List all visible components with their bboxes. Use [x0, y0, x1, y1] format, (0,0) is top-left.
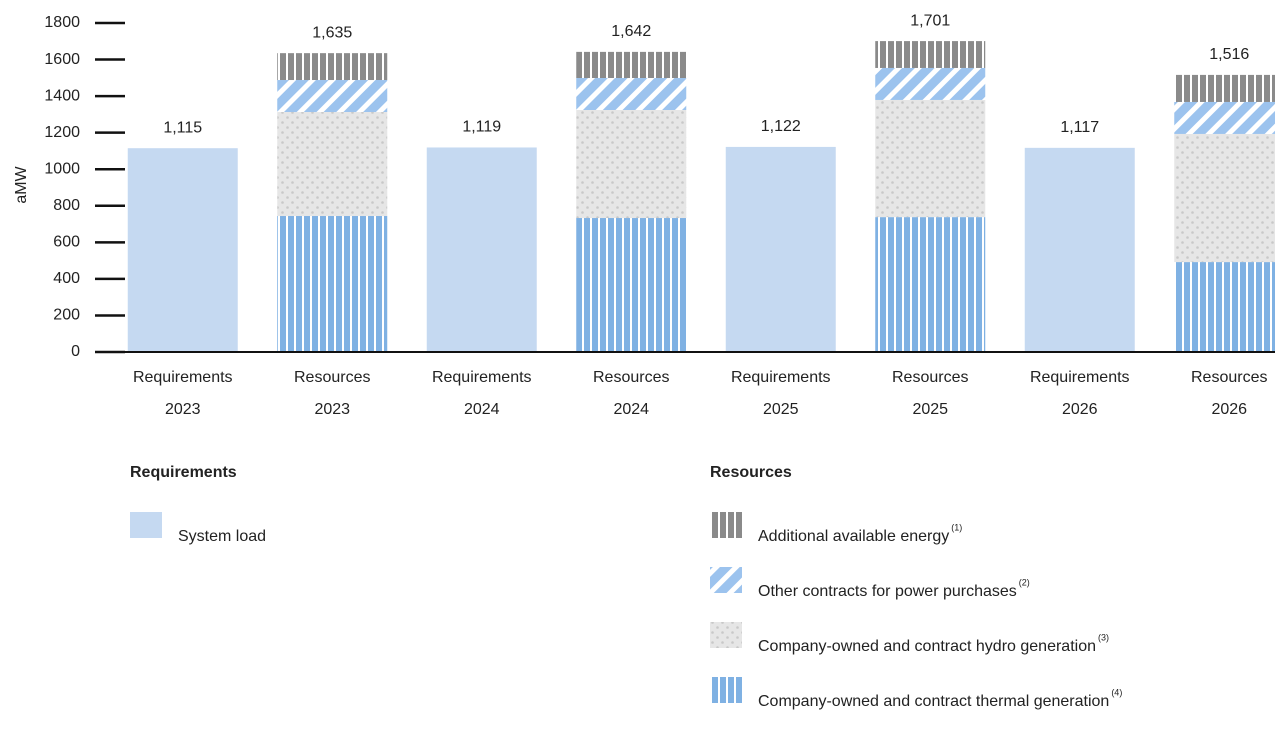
legend-footnote: (3)	[1098, 632, 1109, 642]
y-tick-label: 1000	[44, 160, 80, 177]
legend-label: Company-owned and contract hydro generat…	[758, 638, 1096, 655]
legend-label: Other contracts for power purchases	[758, 583, 1017, 600]
bar-segment	[426, 147, 537, 352]
total-label: 1,635	[312, 24, 352, 41]
legend-footnote: (4)	[1111, 687, 1122, 697]
value-label: 1,117	[1060, 119, 1099, 136]
bar-segment	[875, 99, 986, 218]
y-tick-label: 1400	[44, 87, 80, 104]
bar-segment	[576, 51, 687, 79]
legend-swatch	[710, 512, 742, 538]
total-label: 1,516	[1209, 46, 1249, 63]
value-label: 1,119	[462, 119, 501, 136]
x-tick-label: Resources 2026	[1191, 369, 1267, 418]
x-tick-label: Requirements 2026	[1030, 369, 1130, 418]
bar-segment	[1174, 262, 1275, 352]
bar-segment	[1024, 147, 1135, 352]
y-axis-label: aMW	[13, 165, 30, 203]
bar-segment	[1174, 101, 1275, 134]
bar-segment	[277, 80, 388, 113]
bar-segment	[1174, 74, 1275, 102]
bar-segment	[277, 53, 388, 81]
x-tick-label: Resources 2023	[294, 369, 370, 418]
x-tick-label: Resources 2024	[593, 369, 669, 418]
y-tick-label: 600	[53, 234, 80, 251]
x-tick-label: Requirements 2023	[133, 369, 233, 418]
bar-segment	[576, 110, 687, 219]
legend-swatch	[710, 567, 742, 593]
legend-label: Company-owned and contract thermal gener…	[758, 693, 1109, 710]
bar-segment	[1174, 133, 1275, 263]
x-tick-label: Resources 2025	[892, 369, 968, 418]
legend-heading: Resources	[710, 464, 792, 481]
bar-segment	[725, 146, 836, 352]
y-tick-label: 800	[53, 197, 80, 214]
bar-segment	[576, 218, 687, 352]
bar-segment	[277, 112, 388, 217]
x-tick-label: Requirements 2025	[731, 369, 831, 418]
total-label: 1,642	[611, 23, 651, 40]
bar-segment	[875, 41, 986, 68]
bar-segment	[576, 78, 687, 111]
legend-label: System load	[178, 528, 266, 545]
y-tick-label: 1600	[44, 51, 80, 68]
value-label: 1,122	[761, 118, 801, 135]
y-tick-label: 1800	[44, 14, 80, 31]
bar-segment	[875, 67, 986, 100]
bar-segment	[277, 216, 388, 352]
y-tick-label: 400	[53, 270, 80, 287]
bar-segment	[127, 148, 238, 352]
bar-segment	[875, 217, 986, 352]
y-tick-label: 0	[71, 343, 80, 360]
legend-footnote: (1)	[951, 522, 962, 532]
total-label: 1,701	[910, 12, 950, 29]
value-label: 1,115	[163, 119, 202, 136]
legend-label: Additional available energy	[758, 528, 949, 545]
legend-heading: Requirements	[130, 464, 237, 481]
y-tick-label: 200	[53, 307, 80, 324]
y-tick-label: 1200	[44, 124, 80, 141]
legend-footnote: (2)	[1019, 577, 1030, 587]
legend-swatch	[710, 622, 742, 648]
legend-swatch	[130, 512, 162, 538]
x-tick-label: Requirements 2024	[432, 369, 532, 418]
legend-swatch	[710, 677, 742, 703]
